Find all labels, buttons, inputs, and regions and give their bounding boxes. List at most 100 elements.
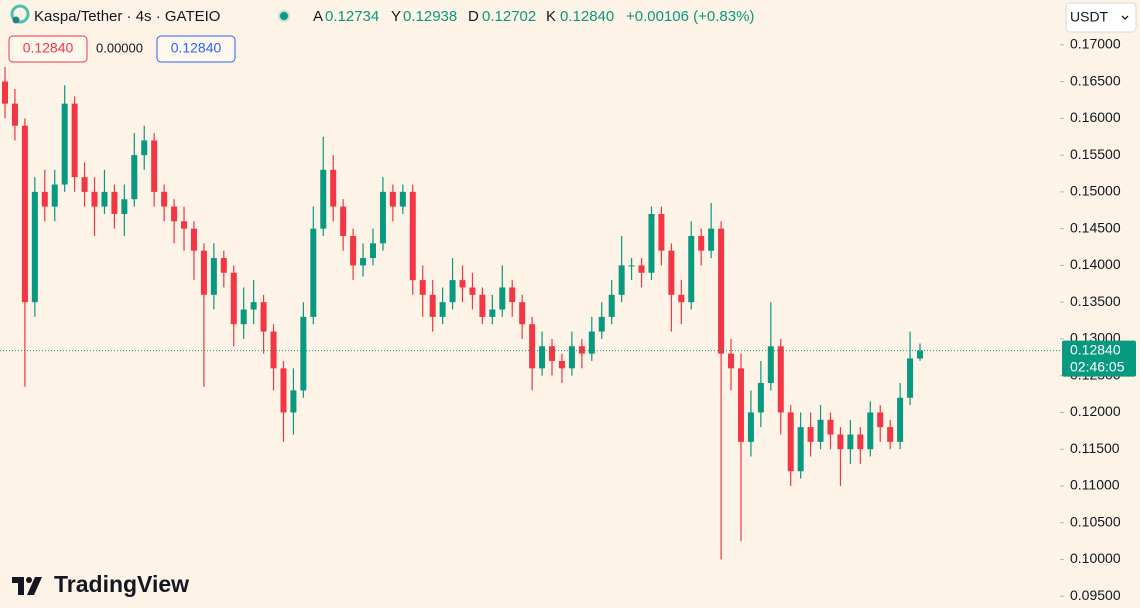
candle-body [419, 280, 426, 295]
candle-body [379, 191, 386, 244]
candle-body [837, 434, 844, 450]
brand-name: TradingView [54, 571, 189, 597]
candle-body [827, 419, 834, 435]
candle-body [489, 309, 496, 317]
candle-body [429, 294, 436, 317]
candle-body [529, 324, 536, 369]
last-price-label: 0.12840 [1070, 341, 1121, 357]
y-tick-label: 0.16500 [1070, 72, 1121, 88]
candle-body [171, 206, 178, 222]
candle-body [181, 221, 188, 229]
candle-body [648, 213, 655, 273]
candle-body [718, 228, 725, 354]
candle-body [469, 287, 476, 295]
candle-body [867, 412, 874, 450]
candle-body [409, 191, 416, 281]
candle-body [340, 206, 347, 236]
ohlc-value: 0.12702 [482, 8, 536, 25]
candle-body [558, 360, 565, 369]
candle-body [439, 302, 446, 317]
candle-body [11, 103, 18, 126]
candle-body [459, 280, 466, 288]
symbol-title[interactable]: Kaspa/Tether · 4s · GATEIO [34, 8, 220, 25]
candle-body [688, 235, 695, 303]
ohlc-label: Y [391, 8, 401, 25]
candle-body [708, 228, 715, 251]
status-dot [280, 12, 288, 20]
currency-label[interactable]: USDT [1070, 9, 1109, 25]
candle-body [807, 427, 814, 442]
ohlc-value: 0.12840 [560, 8, 614, 25]
candle-body [310, 228, 317, 317]
currency-button[interactable] [1065, 2, 1137, 33]
candle-body [230, 272, 237, 325]
spread: 0.00000 [96, 40, 143, 55]
candle-body [280, 368, 287, 413]
candle-body [240, 309, 247, 325]
candle-body [549, 346, 556, 361]
candle-body [608, 294, 615, 317]
candle-body [290, 390, 297, 413]
buy-button[interactable] [156, 35, 236, 63]
y-tick-label: 0.16000 [1070, 109, 1121, 125]
y-tick-label: 0.11500 [1070, 440, 1120, 456]
candle-body [449, 280, 456, 303]
symbol-icon [10, 4, 30, 24]
ohlc-value: 0.12734 [325, 8, 379, 25]
candle-body [91, 191, 98, 207]
y-tick-label: 0.15000 [1070, 183, 1121, 199]
candle-body [578, 346, 585, 354]
candle-body [320, 169, 327, 229]
candle-body [131, 155, 138, 200]
last-price-box [1062, 340, 1136, 377]
y-tick-label: 0.14500 [1070, 219, 1121, 235]
chevron [1121, 15, 1129, 20]
y-tick-label: 0.09500 [1070, 587, 1121, 603]
ohlc-label: D [468, 8, 479, 25]
candle-body [817, 419, 824, 442]
candle-body [499, 287, 506, 310]
candle-body [638, 265, 645, 273]
ohlc-value: 0.12938 [403, 8, 457, 25]
candle-body [270, 331, 277, 369]
sell-price[interactable]: 0.12840 [23, 40, 74, 56]
candle-body [369, 243, 376, 259]
change: +0.00106 (+0.83%) [626, 8, 754, 25]
candle-body [658, 213, 665, 251]
candle-body [509, 287, 516, 303]
y-tick-label: 0.13500 [1070, 293, 1121, 309]
candle-body [847, 434, 854, 450]
candle-body [141, 140, 148, 156]
candle-body [51, 184, 58, 207]
candle-body [350, 235, 357, 266]
candle-body [797, 427, 804, 472]
candle-body [389, 191, 396, 207]
candle-body [777, 346, 784, 413]
candle-body [877, 412, 884, 428]
brand-logo [12, 577, 42, 595]
candle-body [568, 346, 575, 369]
candle-body [698, 235, 705, 251]
candle-body [41, 191, 48, 207]
y-tick-label: 0.14000 [1070, 256, 1121, 272]
sell-button[interactable] [8, 35, 88, 63]
candle-body [220, 258, 227, 273]
candle-body [260, 302, 267, 332]
buy-price[interactable]: 0.12840 [171, 40, 222, 56]
candle-body [2, 81, 8, 104]
candle-body [747, 412, 754, 442]
candle-body [111, 191, 118, 214]
candle-body [121, 199, 128, 214]
candle-body [479, 294, 486, 317]
candle-body [767, 346, 774, 384]
candle-body [161, 191, 168, 207]
candle-body [250, 302, 257, 310]
candle-body [787, 412, 794, 472]
candle-body [618, 265, 625, 295]
candle-body [539, 346, 546, 369]
candle-body [81, 177, 88, 192]
y-tick-label: 0.12000 [1070, 403, 1121, 419]
